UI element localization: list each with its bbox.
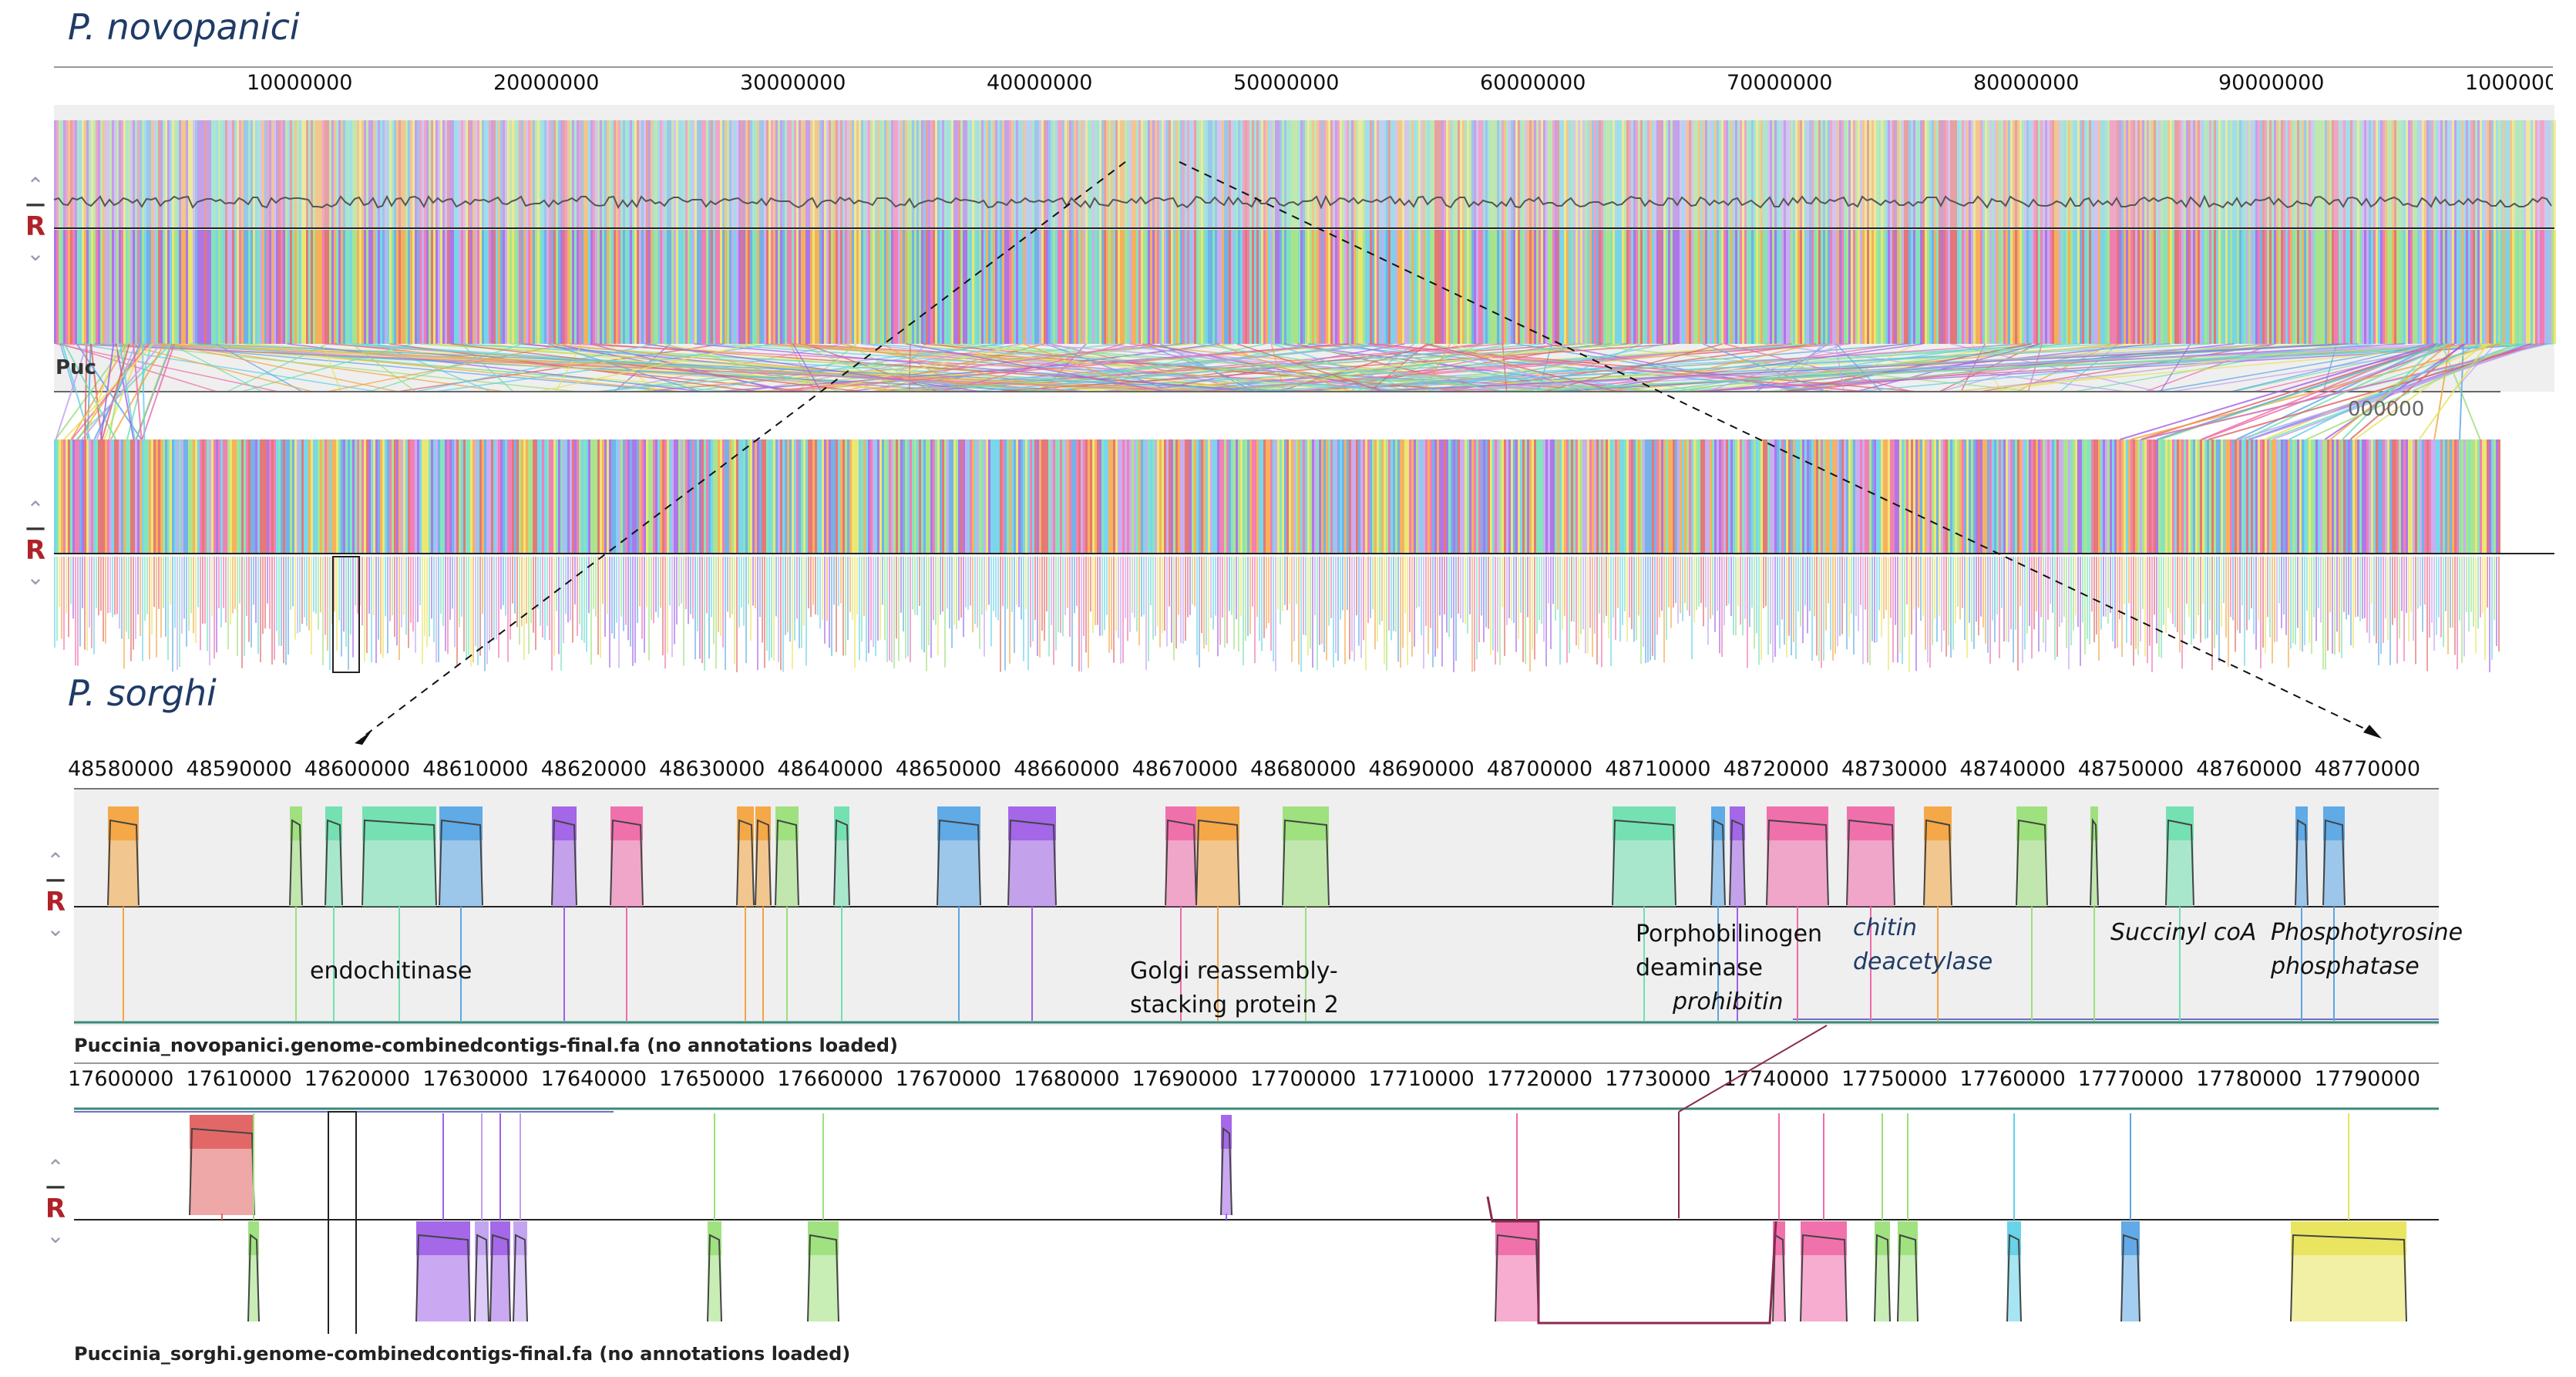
- overview-partial-genome-label: Puc: [55, 356, 96, 379]
- zoom-ruler-tick: 48580000: [68, 757, 174, 781]
- zoom-ruler-tick: 48680000: [1250, 757, 1357, 781]
- zoom-ruler-tick: 17630000: [422, 1067, 529, 1091]
- overview-top-tick: 70000000: [1727, 71, 1833, 95]
- zoom-ruler-tick: 48610000: [422, 757, 529, 781]
- zoom-ruler-tick: 17680000: [1014, 1067, 1120, 1091]
- reverse-button[interactable]: R: [25, 535, 46, 566]
- zoom-ruler-tick: 48630000: [659, 757, 765, 781]
- zoom-top-controls: ⌃ — R ⌄: [40, 850, 71, 941]
- zoom-ruler-tick: 17670000: [895, 1067, 1002, 1091]
- zoom-ruler-tick: 17790000: [2314, 1067, 2421, 1091]
- zoom-ruler-tick: 48770000: [2314, 757, 2421, 781]
- gene-label-chitin-line2: deacetylase: [1853, 948, 1993, 975]
- zoom-ruler-tick: 17620000: [304, 1067, 411, 1091]
- zoom-ruler-tick: 48690000: [1368, 757, 1475, 781]
- scroll-down-icon[interactable]: ⌄: [46, 1223, 65, 1248]
- zoom-ruler-tick: 17640000: [540, 1067, 647, 1091]
- zoom-ruler-tick: 17610000: [186, 1067, 292, 1091]
- gene-label-endochitinase: endochitinase: [310, 958, 472, 985]
- zoom-ruler-tick: 48700000: [1486, 757, 1593, 781]
- zoom-ruler-tick: 48620000: [540, 757, 647, 781]
- zoom-ruler-tick: 48590000: [186, 757, 292, 781]
- species-label-bottom: P. sorghi: [68, 672, 217, 714]
- zoom-ruler-tick: 17710000: [1368, 1067, 1475, 1091]
- overview-top-controls: ⌃ — R ⌄: [20, 174, 51, 265]
- zoom-ruler-tick: 48600000: [304, 757, 411, 781]
- overview-bottom-partial-tick: 000000: [2348, 398, 2425, 421]
- scroll-up-icon[interactable]: ⌃: [46, 848, 65, 874]
- zoom-ruler-tick: 48750000: [2077, 757, 2184, 781]
- minimize-icon[interactable]: —: [25, 193, 45, 216]
- zoom-ruler-tick: 17730000: [1605, 1067, 1711, 1091]
- overview-top-tick: 10000000: [2465, 71, 2553, 95]
- zoom-bottom-panel: [74, 1098, 2439, 1334]
- scroll-down-icon[interactable]: ⌄: [26, 241, 45, 266]
- zoom-ruler-tick: 17690000: [1132, 1067, 1239, 1091]
- gene-label-phosphotyrosine-line2: phosphatase: [2271, 953, 2420, 980]
- overview-top-ruler: 10000000 20000000 30000000 40000000 5000…: [54, 66, 2553, 106]
- zoom-ruler-tick: 48720000: [1723, 757, 1830, 781]
- overview-top-tick: 10000000: [247, 71, 353, 95]
- zoom-ruler-tick: 48710000: [1605, 757, 1711, 781]
- overview-top-tick: 20000000: [493, 71, 600, 95]
- zoom-ruler-tick: 17740000: [1723, 1067, 1830, 1091]
- zoom-ruler-tick: 17660000: [777, 1067, 883, 1091]
- zoom-ruler-tick: 17600000: [68, 1067, 174, 1091]
- reverse-button[interactable]: R: [25, 211, 46, 242]
- reverse-button[interactable]: R: [45, 1194, 66, 1224]
- zoom-ruler-tick: 48650000: [895, 757, 1002, 781]
- gene-label-porphobilinogen-line1: Porphobilinogen: [1636, 921, 1823, 948]
- genome-file-label-top: Puccinia_novopanici.genome-combinedconti…: [74, 1035, 898, 1056]
- scroll-up-icon[interactable]: ⌃: [26, 173, 45, 198]
- zoom-ruler-tick: 48640000: [777, 757, 883, 781]
- zoom-ruler-tick: 17770000: [2077, 1067, 2184, 1091]
- zoom-ruler-tick: 17650000: [659, 1067, 765, 1091]
- zoom-bottom-controls: ⌃ — R ⌄: [40, 1156, 71, 1247]
- zoom-ruler-tick: 17750000: [1841, 1067, 1948, 1091]
- zoom-ruler-tick: 17760000: [1959, 1067, 2066, 1091]
- overview-top-tick: 30000000: [740, 71, 846, 95]
- scroll-down-icon[interactable]: ⌄: [26, 564, 45, 590]
- gene-label-golgi-line1: Golgi reassembly-: [1130, 958, 1338, 985]
- gene-label-chitin-line1: chitin: [1853, 914, 1917, 941]
- zoom-ruler-tick: 17780000: [2196, 1067, 2302, 1091]
- minimize-icon[interactable]: —: [45, 1175, 66, 1198]
- species-label-top: P. novopanici: [68, 6, 300, 48]
- gene-label-phosphotyrosine-line1: Phosphotyrosine: [2271, 919, 2463, 946]
- gene-label-golgi-line2: stacking protein 2: [1130, 992, 1339, 1018]
- zoom-ruler-tick: 48740000: [1959, 757, 2066, 781]
- zoom-top-panel: [74, 790, 2439, 1025]
- overview-top-tick: 40000000: [987, 71, 1093, 95]
- gene-label-prohibitin: prohibitin: [1673, 988, 1784, 1015]
- gene-label-porphobilinogen-line2: deaminase: [1636, 954, 1763, 981]
- zoom-ruler-tick: 48760000: [2196, 757, 2302, 781]
- overview-top-tick: 60000000: [1480, 71, 1586, 95]
- overview-top-tick: 50000000: [1233, 71, 1340, 95]
- zoom-ruler-tick: 48660000: [1014, 757, 1120, 781]
- gene-label-succinyl-coa: Succinyl coA: [2110, 919, 2257, 946]
- scroll-down-icon[interactable]: ⌄: [46, 916, 65, 941]
- overview-top-tick: 90000000: [2218, 71, 2325, 95]
- overview-top-tick: 80000000: [1973, 71, 2080, 95]
- minimize-icon[interactable]: —: [25, 517, 45, 540]
- zoom-top-ruler: 48580000 48590000 48600000 48610000 48620000…: [68, 754, 2439, 790]
- genome-file-label-bottom: Puccinia_sorghi.genome-combinedcontigs-f…: [74, 1343, 851, 1365]
- zoom-ruler-tick: 17700000: [1250, 1067, 1357, 1091]
- scroll-up-icon[interactable]: ⌃: [26, 497, 45, 522]
- zoom-bottom-ruler: 17600000 17610000 17620000 17630000 17640000…: [68, 1062, 2439, 1099]
- overview-bottom-controls: ⌃ — R ⌄: [20, 498, 51, 589]
- zoom-ruler-tick: 48730000: [1841, 757, 1948, 781]
- zoom-ruler-tick: 17720000: [1486, 1067, 1593, 1091]
- zoom-ruler-tick: 48670000: [1132, 757, 1239, 781]
- reverse-button[interactable]: R: [45, 887, 66, 917]
- minimize-icon[interactable]: —: [45, 868, 66, 891]
- scroll-up-icon[interactable]: ⌃: [46, 1155, 65, 1180]
